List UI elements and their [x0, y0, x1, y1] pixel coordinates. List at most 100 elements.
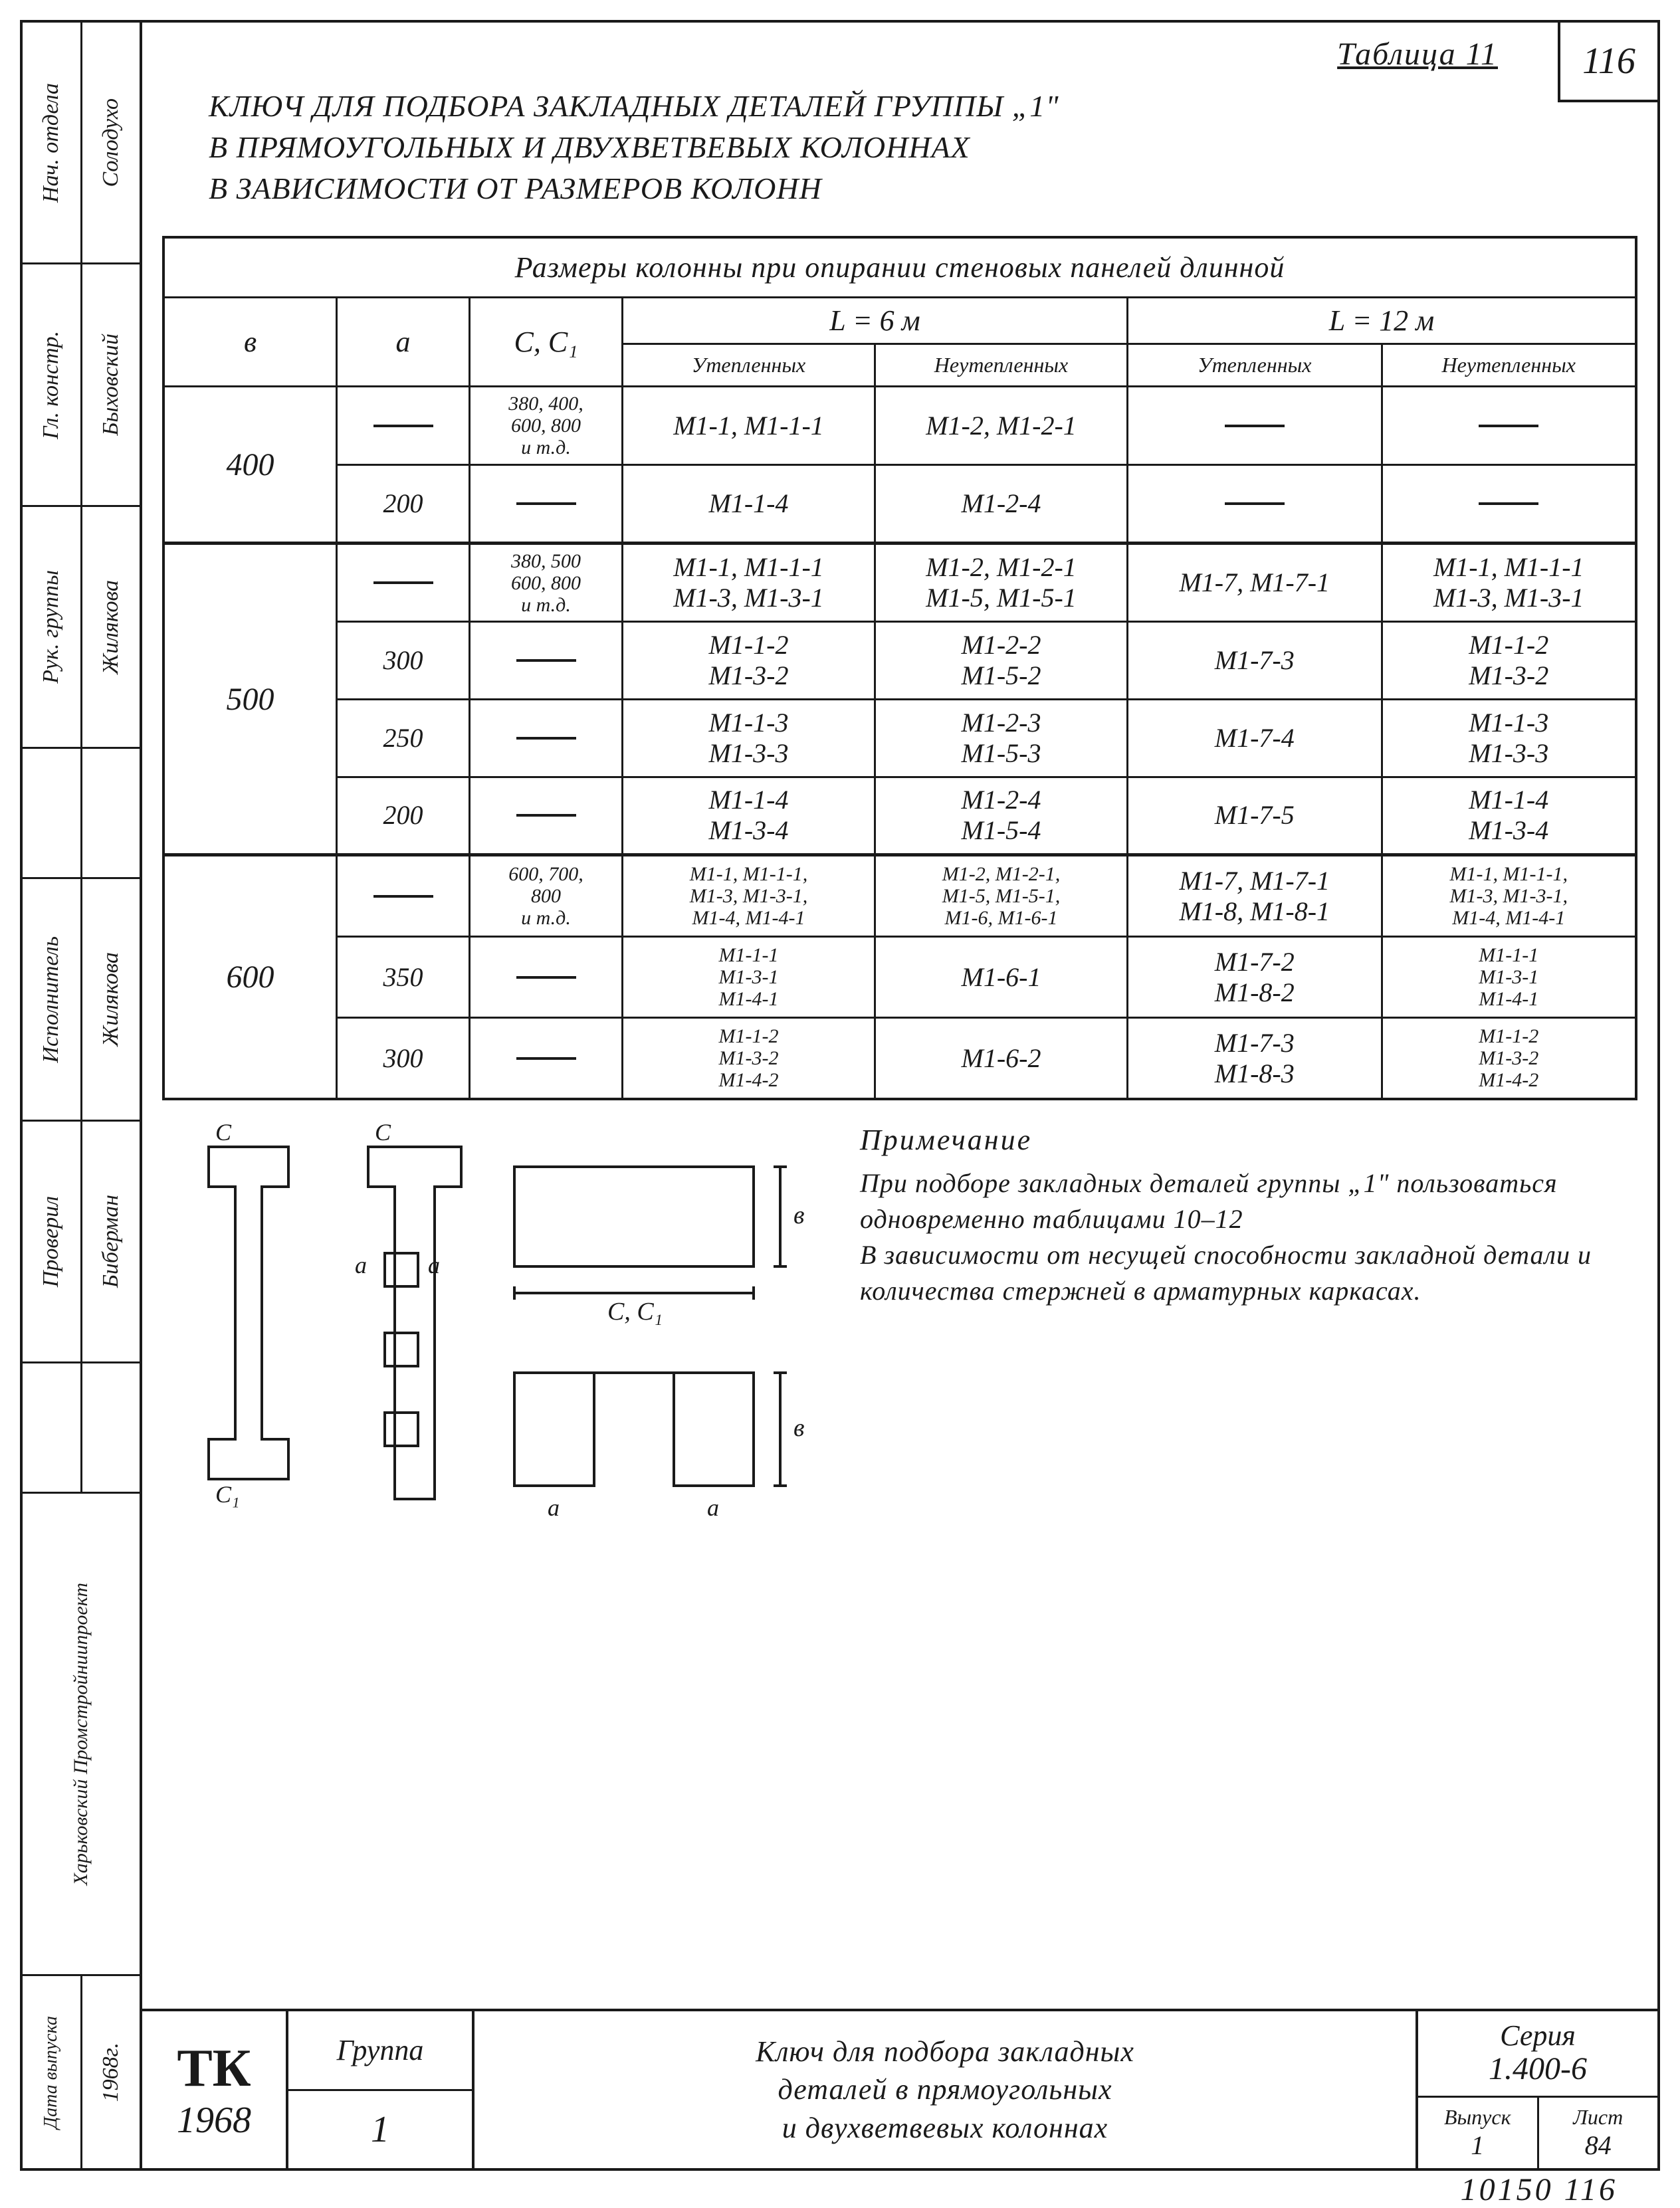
table-cell: М1-2, М1-2-1, М1-5, М1-5-1, М1-6, М1-6-1 — [876, 856, 1128, 936]
stamp-issue-value: 1 — [1471, 2130, 1484, 2161]
svg-text:а: а — [707, 1494, 719, 1521]
page-number-box: 116 — [1558, 23, 1657, 102]
table-cell: 600, 700, 800 и т.д. — [471, 856, 623, 936]
side-role-1: Нач. отдела — [39, 70, 64, 216]
side-name-5: Биберман — [98, 1181, 124, 1301]
cell-b: 400 — [165, 387, 338, 542]
table-cell: 300 — [338, 1019, 471, 1098]
table-cell: М1-1-2 М1-3-2 — [1383, 623, 1635, 698]
table-cell: 200 — [338, 778, 471, 854]
table-cell: М1-1-1 М1-3-1 М1-4-1 — [1383, 938, 1635, 1017]
side-name-3: Жилякова — [98, 567, 124, 688]
table-cell: М1-1, М1-1-1 М1-3, М1-3-1 — [623, 545, 876, 621]
drawing-sheet: Нач. отдела Солодухо Гл. констр. Быховск… — [20, 20, 1660, 2171]
col-header-L12: L = 12 м — [1128, 298, 1635, 345]
table-cell: М1-6-2 — [876, 1019, 1128, 1098]
stamp-series-value: 1.400-6 — [1489, 2052, 1587, 2087]
table-cell: М1-1-4 М1-3-4 — [1383, 778, 1635, 854]
table-cell: М1-1-2 М1-3-2 — [623, 623, 876, 698]
table-span-header: Размеры колонны при опирании стеновых па… — [165, 239, 1635, 296]
stamp-issue-label: Выпуск — [1444, 2105, 1511, 2130]
col-header-a: а — [338, 298, 471, 387]
table-cell: М1-1, М1-1-1, М1-3, М1-3-1, М1-4, М1-4-1 — [623, 856, 876, 936]
stamp-group-value: 1 — [288, 2091, 472, 2169]
table-cell — [338, 387, 471, 464]
table-cell — [1383, 387, 1635, 464]
table-cell: 350 — [338, 938, 471, 1017]
stamp-sheet-label: Лист — [1573, 2105, 1623, 2130]
diag-label-c1: С₁ — [215, 1481, 240, 1508]
table-cell — [471, 778, 623, 854]
cell-b: 600 — [165, 856, 338, 1098]
table-cell — [1128, 387, 1383, 464]
svg-text:в: в — [793, 1201, 805, 1229]
table-cell: М1-1-2 М1-3-2 М1-4-2 — [623, 1019, 876, 1098]
table-cell: 250 — [338, 700, 471, 776]
table-cell: М1-7-2 М1-8-2 — [1128, 938, 1383, 1017]
stamp-group-label: Группа — [288, 2011, 472, 2091]
table-body: 400380, 400, 600, 800 и т.д.М1-1, М1-1-1… — [165, 387, 1635, 1100]
side-role-2: Гл. констр. — [39, 318, 64, 452]
side-name-2: Быховский — [98, 320, 124, 449]
title-line-2: в прямоугольных и двухветвевых колоннах — [209, 127, 1604, 168]
table-cell — [1128, 466, 1383, 542]
side-role-4: Исполнитель — [39, 923, 64, 1076]
table-cell: М1-1, М1-1-1 М1-3, М1-3-1 — [1383, 545, 1635, 621]
table-cell: 200 — [338, 466, 471, 542]
table-cell: М1-7-5 — [1128, 778, 1383, 854]
note-title: Примечание — [860, 1120, 1631, 1159]
table-cell: М1-1-4 — [623, 466, 876, 542]
side-org: Харьковский Промстройниипроект — [70, 1569, 92, 1899]
stamp-series-label: Серия — [1500, 2020, 1576, 2052]
title-line-3: в зависимости от размеров колонн — [209, 168, 1604, 209]
table-cell: М1-2-4 — [876, 466, 1128, 542]
column-diagrams: С С₁ С а а — [169, 1120, 833, 1995]
table-cell: М1-7-3 — [1128, 623, 1383, 698]
col-header-c: С, С₁ — [471, 298, 623, 387]
sub-unins-6: Неутепленных — [876, 345, 1126, 387]
svg-text:в: в — [793, 1414, 805, 1442]
table-cell — [471, 700, 623, 776]
col-header-b: в — [165, 298, 338, 387]
side-date: 1968г. — [98, 2029, 124, 2115]
side-name-4: Жилякова — [98, 939, 124, 1060]
table-cell — [338, 856, 471, 936]
svg-text:а: а — [428, 1252, 440, 1278]
note-body: При подборе закладных деталей группы „1"… — [860, 1165, 1631, 1309]
table-cell — [471, 1019, 623, 1098]
side-name-1: Солодухо — [98, 85, 124, 201]
table-cell: М1-2, М1-2-1 — [876, 387, 1128, 464]
side-role-5: Проверил — [39, 1183, 64, 1300]
sub-ins-12: Утепленных — [1128, 345, 1383, 387]
table-cell — [471, 466, 623, 542]
side-date-label: Дата выпуска — [41, 2003, 62, 2142]
note-block: Примечание При подборе закладных деталей… — [860, 1120, 1631, 1995]
side-role-3: Рук. группы — [39, 557, 64, 697]
side-title-block: Нач. отдела Солодухо Гл. констр. Быховск… — [23, 23, 142, 2168]
table-cell: М1-1-3 М1-3-3 — [1383, 700, 1635, 776]
document-title: Ключ для подбора закладных деталей групп… — [169, 72, 1631, 229]
table-cell: М1-2, М1-2-1 М1-5, М1-5-1 — [876, 545, 1128, 621]
table-number-label: Таблица 11 — [169, 36, 1631, 72]
table-cell: М1-1-2 М1-3-2 М1-4-2 — [1383, 1019, 1635, 1098]
svg-text:С: С — [375, 1120, 391, 1146]
table-cell: 380, 400, 600, 800 и т.д. — [471, 387, 623, 464]
table-cell — [471, 623, 623, 698]
diag-label-c: С — [215, 1120, 232, 1146]
selection-key-table: Размеры колонны при опирании стеновых па… — [162, 236, 1637, 1100]
title-stamp: ТК 1968 Группа 1 Ключ для подбора заклад… — [142, 2009, 1657, 2168]
table-cell — [1383, 466, 1635, 542]
main-content: 116 Таблица 11 Ключ для подбора закладны… — [142, 23, 1657, 2168]
table-cell: М1-7, М1-7-1 — [1128, 545, 1383, 621]
footer-numbers: 10150 116 — [1461, 2171, 1618, 2208]
title-line-1: Ключ для подбора закладных деталей групп… — [209, 86, 1604, 127]
table-cell: М1-1, М1-1-1 — [623, 387, 876, 464]
sub-unins-12: Неутепленных — [1383, 345, 1635, 387]
table-cell: М1-1-4 М1-3-4 — [623, 778, 876, 854]
table-cell: М1-6-1 — [876, 938, 1128, 1017]
table-cell: М1-7, М1-7-1 М1-8, М1-8-1 — [1128, 856, 1383, 936]
cell-b: 500 — [165, 545, 338, 853]
sub-ins-6: Утепленных — [623, 345, 876, 387]
svg-text:С, С₁: С, С₁ — [607, 1298, 663, 1326]
svg-text:а: а — [355, 1252, 367, 1278]
